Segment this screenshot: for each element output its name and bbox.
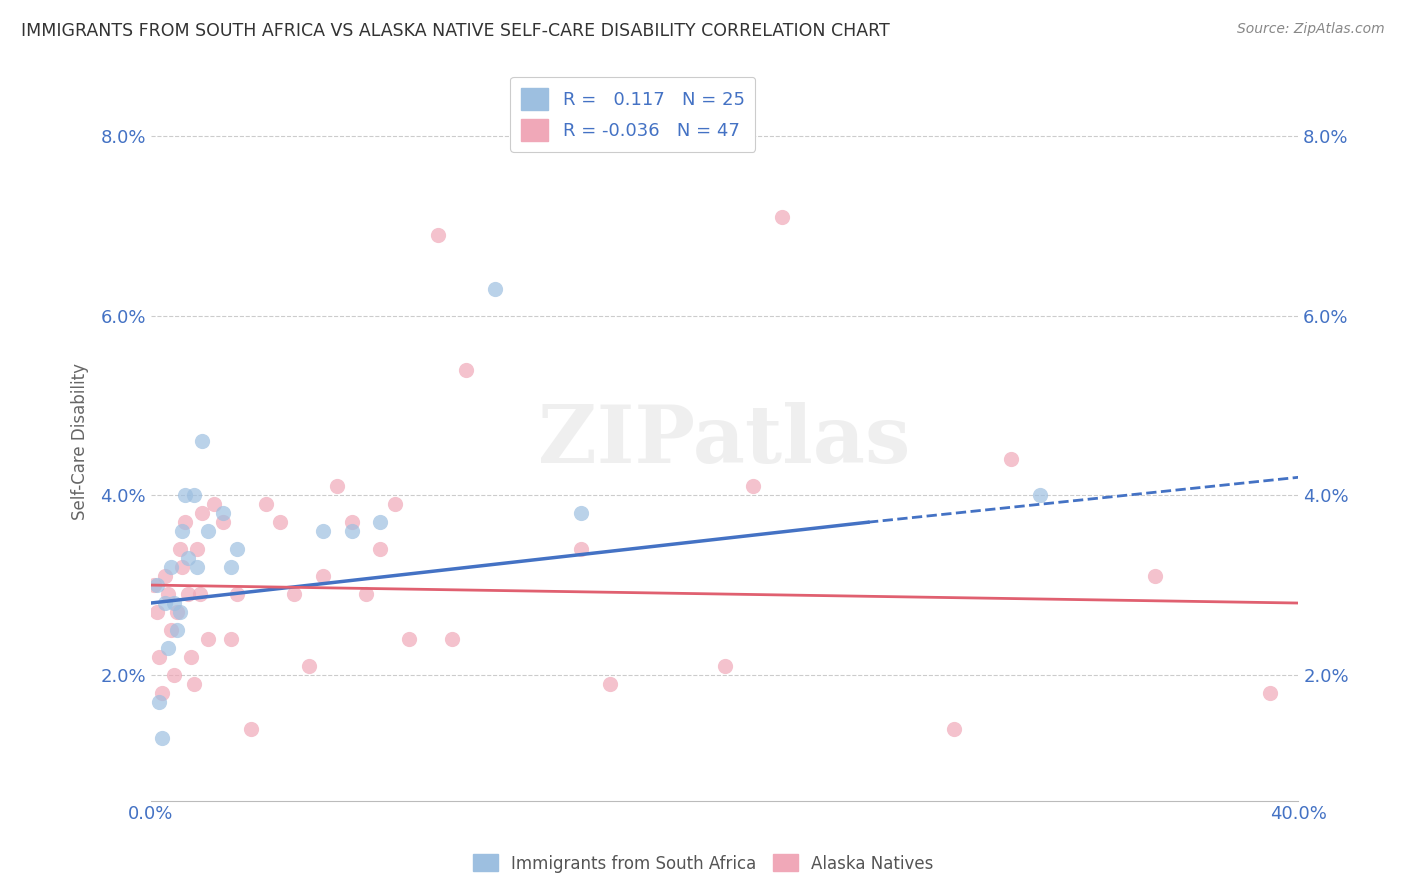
Point [742,479,765,493]
Text: Source: ZipAtlas.com: Source: ZipAtlas.com [1237,22,1385,37]
Point [240,722,263,736]
Point [186,542,208,557]
Point [283,587,305,601]
Point [153,569,176,583]
Point [160,623,183,637]
Point [197,524,219,539]
Point [340,524,363,539]
Point [1029,488,1052,502]
Point [456,362,478,376]
Point [426,227,449,242]
Legend: Immigrants from South Africa, Alaska Natives: Immigrants from South Africa, Alaska Nat… [465,847,941,880]
Point [312,524,335,539]
Point [269,515,291,529]
Point [254,497,277,511]
Point [157,587,180,601]
Legend: R =   0.117   N = 25, R = -0.036   N = 47: R = 0.117 N = 25, R = -0.036 N = 47 [510,77,755,152]
Point [166,623,188,637]
Point [713,659,735,673]
Text: ZIPatlas: ZIPatlas [538,402,911,481]
Point [160,560,183,574]
Point [298,659,321,673]
Point [219,560,242,574]
Point [177,587,200,601]
Point [186,560,208,574]
Point [148,695,170,709]
Point [163,596,186,610]
Point [183,488,205,502]
Point [219,632,242,646]
Point [398,632,420,646]
Point [183,677,205,691]
Point [225,542,247,557]
Point [569,506,592,520]
Point [150,731,173,745]
Point [157,640,180,655]
Point [150,686,173,700]
Point [770,210,793,224]
Point [180,649,202,664]
Point [484,282,506,296]
Point [174,515,197,529]
Point [1000,452,1022,467]
Point [148,649,170,664]
Point [211,515,233,529]
Point [599,677,621,691]
Point [1143,569,1166,583]
Point [326,479,349,493]
Point [166,605,188,619]
Point [172,524,194,539]
Point [384,497,406,511]
Point [1258,686,1281,700]
Point [169,605,191,619]
Point [191,506,214,520]
Point [177,551,200,566]
Point [172,560,194,574]
Point [370,542,392,557]
Point [191,434,214,449]
Point [174,488,197,502]
Text: IMMIGRANTS FROM SOUTH AFRICA VS ALASKA NATIVE SELF-CARE DISABILITY CORRELATION C: IMMIGRANTS FROM SOUTH AFRICA VS ALASKA N… [21,22,890,40]
Point [441,632,464,646]
Point [145,605,167,619]
Point [202,497,225,511]
Point [163,668,186,682]
Y-axis label: Self-Care Disability: Self-Care Disability [72,363,89,520]
Point [943,722,966,736]
Point [197,632,219,646]
Point [340,515,363,529]
Point [354,587,377,601]
Point [142,578,165,592]
Point [153,596,176,610]
Point [370,515,392,529]
Point [145,578,167,592]
Point [211,506,233,520]
Point [188,587,211,601]
Point [569,542,592,557]
Point [312,569,335,583]
Point [169,542,191,557]
Point [225,587,247,601]
